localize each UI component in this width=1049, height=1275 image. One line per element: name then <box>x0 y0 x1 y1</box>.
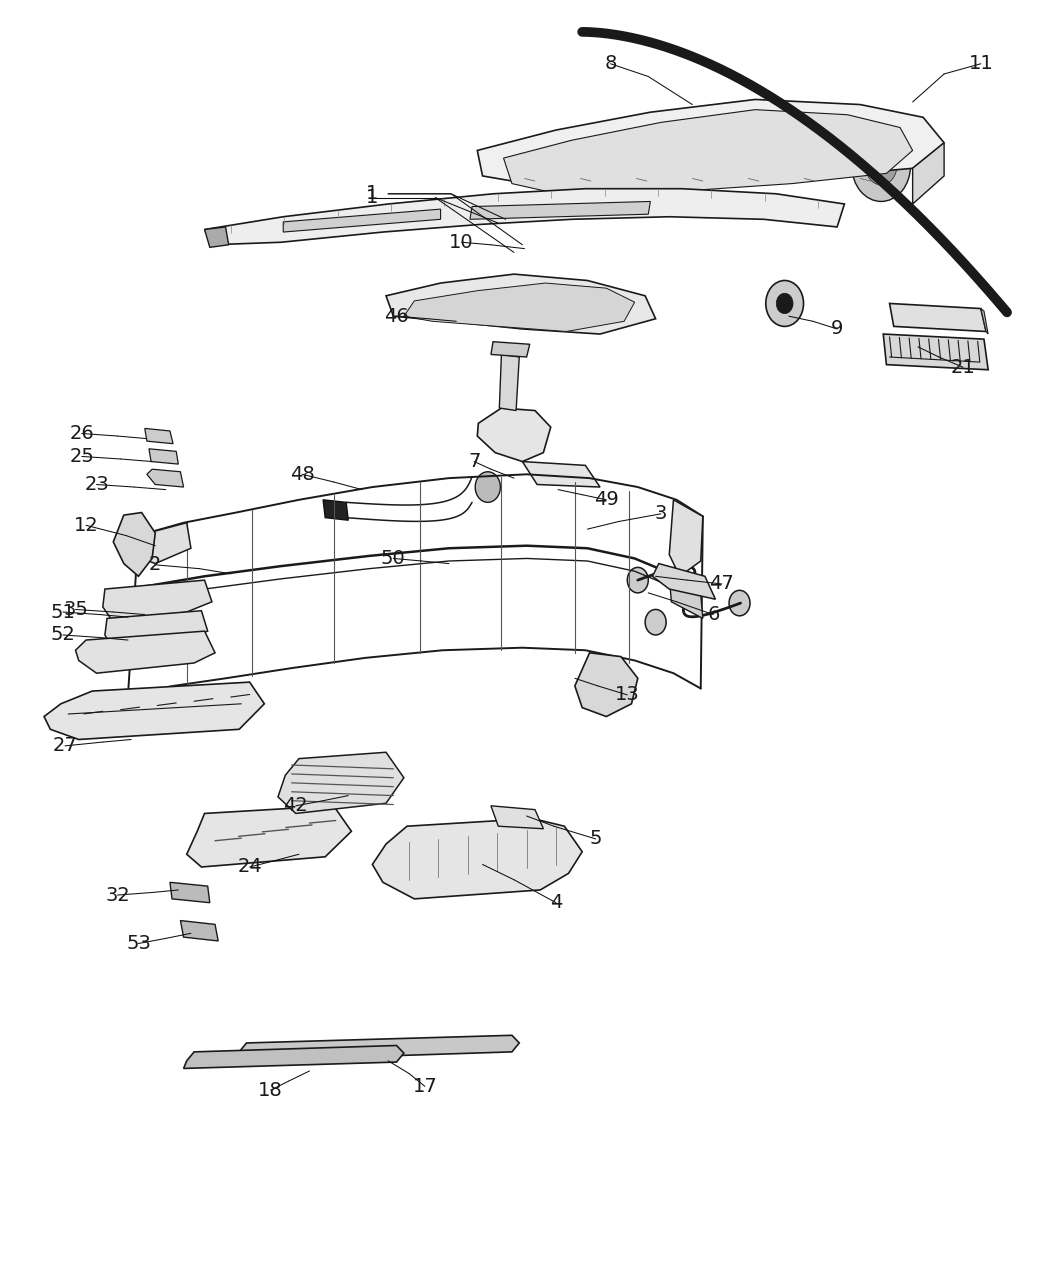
Text: 46: 46 <box>384 307 409 325</box>
Circle shape <box>475 472 500 502</box>
Polygon shape <box>981 309 988 334</box>
Text: 35: 35 <box>63 601 88 618</box>
Circle shape <box>865 147 897 185</box>
Polygon shape <box>145 428 173 444</box>
Circle shape <box>729 590 750 616</box>
Polygon shape <box>180 921 218 941</box>
Text: 4: 4 <box>550 894 562 912</box>
Polygon shape <box>184 1046 404 1068</box>
Text: 5: 5 <box>590 830 602 848</box>
Polygon shape <box>278 752 404 813</box>
Text: 50: 50 <box>381 550 406 567</box>
Text: 21: 21 <box>950 358 976 376</box>
Text: 10: 10 <box>449 233 474 251</box>
Polygon shape <box>477 99 944 191</box>
Text: 18: 18 <box>258 1081 283 1099</box>
Polygon shape <box>491 806 543 829</box>
Text: 6: 6 <box>707 606 720 623</box>
Polygon shape <box>470 201 650 219</box>
Text: 52: 52 <box>50 626 76 644</box>
Text: 51: 51 <box>50 603 76 621</box>
Text: 2: 2 <box>149 556 162 574</box>
Circle shape <box>627 567 648 593</box>
Circle shape <box>636 130 661 161</box>
Polygon shape <box>103 580 212 622</box>
Text: 32: 32 <box>105 886 130 904</box>
Text: 25: 25 <box>69 448 94 465</box>
Polygon shape <box>477 408 551 462</box>
Polygon shape <box>283 209 441 232</box>
Polygon shape <box>128 523 191 564</box>
Text: 47: 47 <box>709 575 734 593</box>
Text: 42: 42 <box>283 797 308 815</box>
Text: 1: 1 <box>366 185 379 203</box>
Text: 27: 27 <box>52 737 78 755</box>
Text: 7: 7 <box>468 453 480 470</box>
Polygon shape <box>236 1035 519 1061</box>
Text: 9: 9 <box>831 320 843 338</box>
Polygon shape <box>147 469 184 487</box>
Polygon shape <box>372 819 582 899</box>
Polygon shape <box>575 653 638 717</box>
Polygon shape <box>44 682 264 739</box>
Text: 23: 23 <box>84 476 109 493</box>
Polygon shape <box>323 500 348 520</box>
Polygon shape <box>669 576 703 618</box>
Text: 17: 17 <box>412 1077 437 1095</box>
Polygon shape <box>105 611 208 650</box>
Polygon shape <box>883 334 988 370</box>
Text: 53: 53 <box>126 935 151 952</box>
Polygon shape <box>205 189 844 245</box>
Text: 1: 1 <box>366 189 379 207</box>
Text: 26: 26 <box>69 425 94 442</box>
Polygon shape <box>913 143 944 204</box>
Text: 3: 3 <box>655 505 667 523</box>
Polygon shape <box>113 513 155 576</box>
Polygon shape <box>522 462 600 487</box>
Text: 11: 11 <box>968 55 993 73</box>
Polygon shape <box>504 110 913 198</box>
Circle shape <box>766 280 804 326</box>
Polygon shape <box>205 227 229 247</box>
Text: 24: 24 <box>237 858 262 876</box>
Circle shape <box>852 130 911 201</box>
Text: 8: 8 <box>604 55 617 73</box>
Polygon shape <box>491 342 530 357</box>
Polygon shape <box>499 354 519 411</box>
Text: 48: 48 <box>290 465 315 483</box>
Text: 13: 13 <box>615 686 640 704</box>
Polygon shape <box>386 274 656 334</box>
Circle shape <box>645 609 666 635</box>
Polygon shape <box>669 500 703 576</box>
Polygon shape <box>652 564 715 599</box>
Circle shape <box>776 293 793 314</box>
Circle shape <box>625 117 671 173</box>
Polygon shape <box>404 283 635 332</box>
Text: 49: 49 <box>594 491 619 509</box>
Text: 12: 12 <box>73 516 99 534</box>
Polygon shape <box>76 631 215 673</box>
Polygon shape <box>187 806 351 867</box>
Polygon shape <box>890 303 986 332</box>
Polygon shape <box>170 882 210 903</box>
Polygon shape <box>149 449 178 464</box>
